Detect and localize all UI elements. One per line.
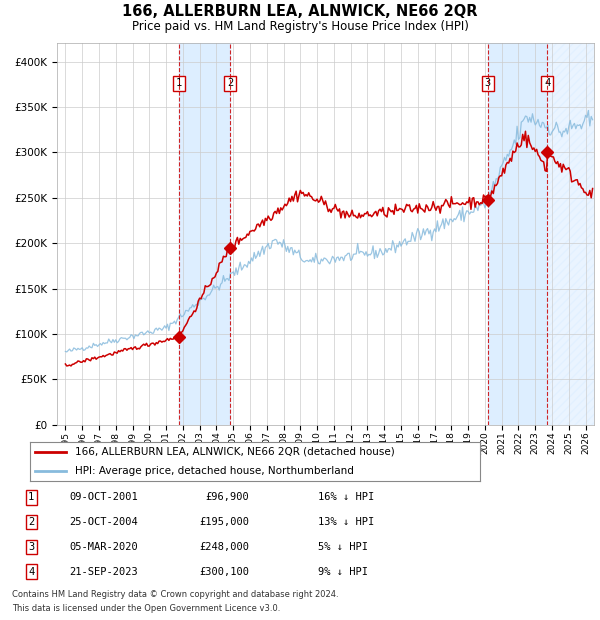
Text: 166, ALLERBURN LEA, ALNWICK, NE66 2QR: 166, ALLERBURN LEA, ALNWICK, NE66 2QR xyxy=(122,4,478,19)
Text: £96,900: £96,900 xyxy=(205,492,249,502)
Text: 2: 2 xyxy=(28,517,34,527)
Text: 1: 1 xyxy=(28,492,34,502)
Text: 05-MAR-2020: 05-MAR-2020 xyxy=(69,542,138,552)
Text: 16% ↓ HPI: 16% ↓ HPI xyxy=(318,492,374,502)
Bar xyxy=(179,43,230,425)
Text: £248,000: £248,000 xyxy=(199,542,249,552)
Text: 1: 1 xyxy=(176,79,182,89)
Text: 2: 2 xyxy=(227,79,233,89)
Bar xyxy=(547,43,594,425)
Text: 13% ↓ HPI: 13% ↓ HPI xyxy=(318,517,374,527)
Text: 3: 3 xyxy=(485,79,491,89)
Text: 21-SEP-2023: 21-SEP-2023 xyxy=(69,567,138,577)
Text: £195,000: £195,000 xyxy=(199,517,249,527)
Text: 4: 4 xyxy=(544,79,550,89)
Text: 166, ALLERBURN LEA, ALNWICK, NE66 2QR (detached house): 166, ALLERBURN LEA, ALNWICK, NE66 2QR (d… xyxy=(75,446,395,457)
Text: 09-OCT-2001: 09-OCT-2001 xyxy=(69,492,138,502)
Text: This data is licensed under the Open Government Licence v3.0.: This data is licensed under the Open Gov… xyxy=(12,603,280,613)
Bar xyxy=(488,43,547,425)
Text: 25-OCT-2004: 25-OCT-2004 xyxy=(69,517,138,527)
Text: Price paid vs. HM Land Registry's House Price Index (HPI): Price paid vs. HM Land Registry's House … xyxy=(131,20,469,33)
Text: 9% ↓ HPI: 9% ↓ HPI xyxy=(318,567,368,577)
Text: 3: 3 xyxy=(28,542,34,552)
Text: 5% ↓ HPI: 5% ↓ HPI xyxy=(318,542,368,552)
Text: Contains HM Land Registry data © Crown copyright and database right 2024.: Contains HM Land Registry data © Crown c… xyxy=(12,590,338,599)
Text: 4: 4 xyxy=(28,567,34,577)
Text: £300,100: £300,100 xyxy=(199,567,249,577)
Text: HPI: Average price, detached house, Northumberland: HPI: Average price, detached house, Nort… xyxy=(75,466,354,476)
